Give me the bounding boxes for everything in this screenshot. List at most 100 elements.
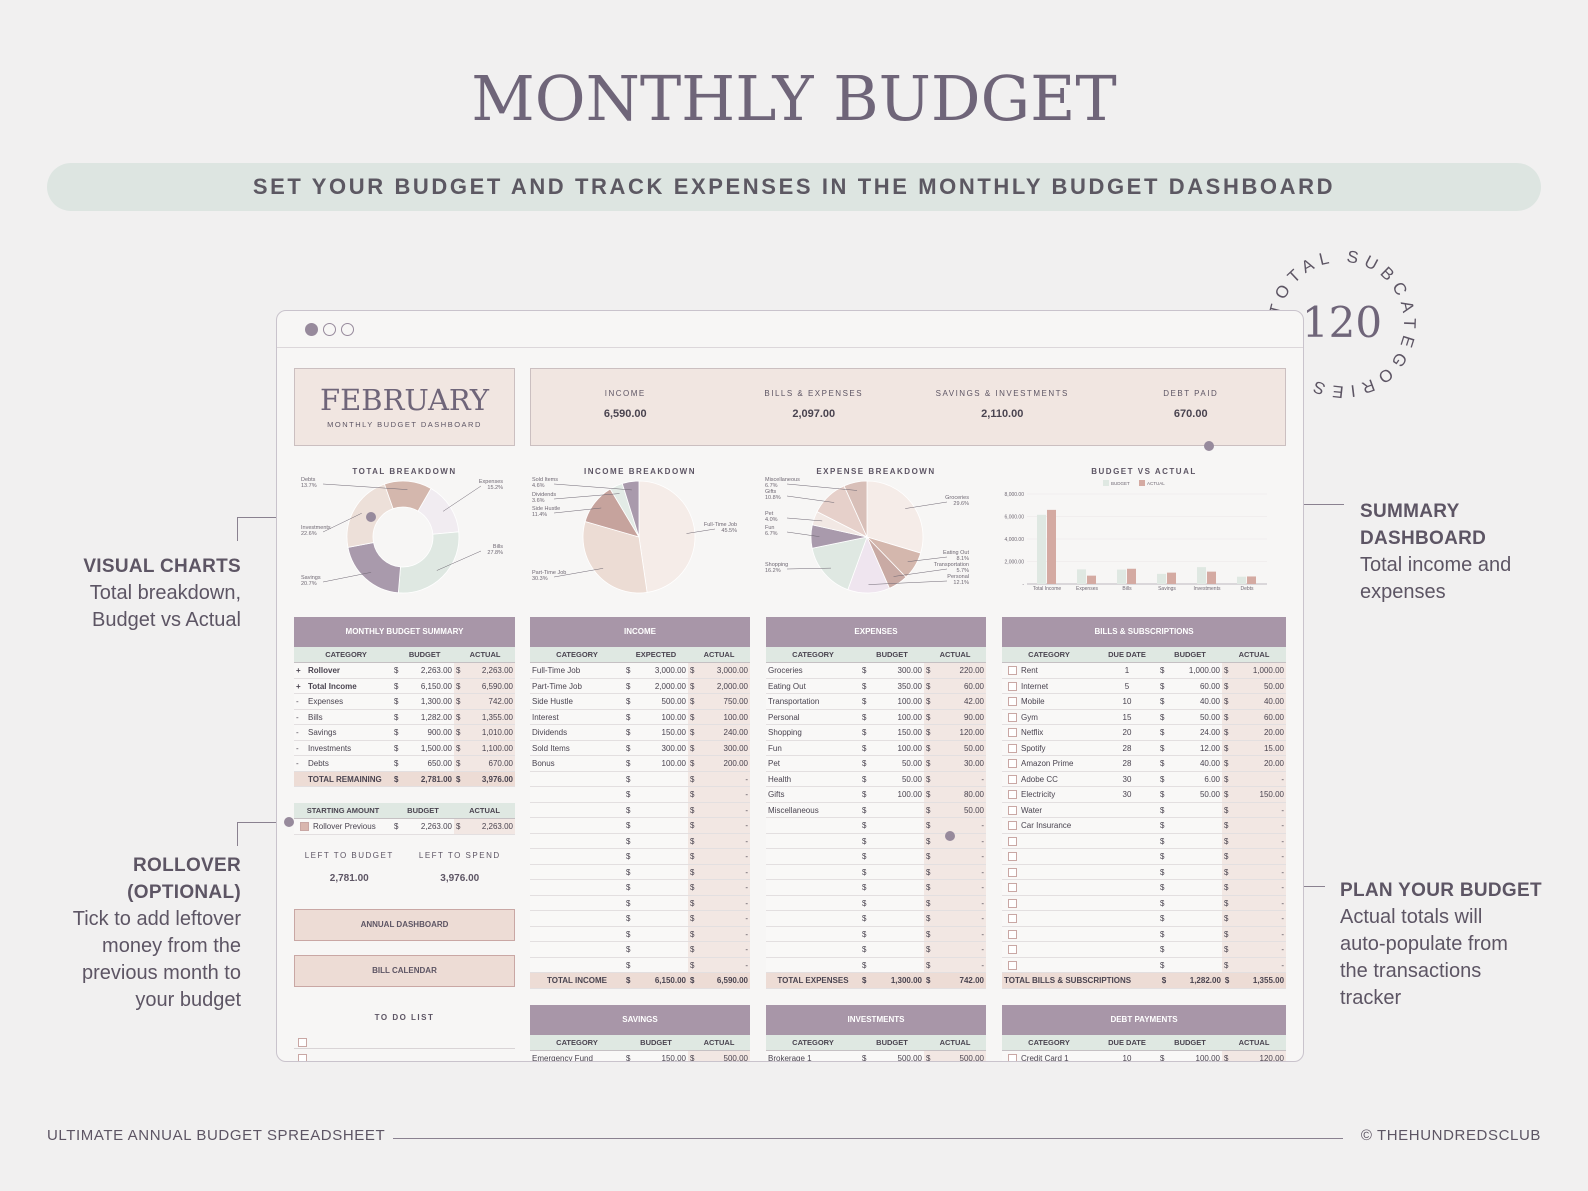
table-row[interactable]: Credit Card 1 10 $100.00 $120.00 [1002, 1051, 1286, 1061]
bill-checkbox[interactable] [1008, 805, 1017, 815]
bill-checkbox[interactable] [1008, 945, 1017, 955]
table-row[interactable]: - Expenses $1,300.00 $742.00 [294, 694, 515, 710]
table-row[interactable]: - Debts $650.00 $670.00 [294, 756, 515, 772]
table-row[interactable]: $ $ - [530, 957, 750, 973]
table-row[interactable]: $ $ - [530, 771, 750, 787]
table-row[interactable]: $ $ - [530, 818, 750, 834]
bill-checkbox[interactable] [1008, 774, 1017, 784]
table-row[interactable]: $ $ - [766, 926, 986, 942]
bill-checkbox[interactable] [1008, 929, 1017, 939]
bill-checkbox[interactable] [1008, 960, 1017, 970]
table-row[interactable]: $ $ - [766, 880, 986, 896]
table-row[interactable]: Shopping $150.00 $120.00 [766, 725, 986, 741]
table-row[interactable]: $ $ - [766, 942, 986, 958]
table-row[interactable]: Groceries $300.00 $220.00 [766, 663, 986, 679]
table-row[interactable]: Amazon Prime 28 $40.00 $20.00 [1002, 756, 1286, 772]
table-row[interactable]: + Rollover $2,263.00 $2,263.00 [294, 663, 515, 679]
table-row[interactable]: $ $ - [1002, 864, 1286, 880]
table-row[interactable]: Personal $100.00 $90.00 [766, 709, 986, 725]
table-row[interactable]: Part-Time Job $2,000.00 $2,000.00 [530, 678, 750, 694]
bill-checkbox[interactable] [1008, 898, 1017, 908]
table-row[interactable]: Health $50.00 $ - [766, 771, 986, 787]
bill-checkbox[interactable] [1008, 759, 1017, 769]
table-row[interactable]: $ $ - [1002, 957, 1286, 973]
table-row[interactable]: $ $ - [530, 864, 750, 880]
table-row[interactable]: - Investments $1,500.00 $1,100.00 [294, 740, 515, 756]
table-row[interactable]: $ $ - [766, 849, 986, 865]
table-row[interactable]: - Bills $1,282.00 $1,355.00 [294, 709, 515, 725]
todo-checkbox[interactable] [298, 1038, 307, 1048]
table-row[interactable]: Pet $50.00 $30.00 [766, 756, 986, 772]
todo-item[interactable] [294, 1049, 515, 1061]
table-row[interactable]: $ $ - [1002, 880, 1286, 896]
table-row[interactable]: $ $ - [530, 911, 750, 927]
table-row[interactable]: Rollover Previous $2,263.00 $2,263.00 [294, 819, 515, 835]
bill-checkbox[interactable] [1008, 914, 1017, 924]
rollover-checkbox[interactable] [300, 822, 309, 832]
table-row[interactable]: $ $ - [1002, 849, 1286, 865]
bill-checkbox[interactable] [1008, 852, 1017, 862]
table-row[interactable]: $ $ - [766, 911, 986, 927]
bill-checkbox[interactable] [1008, 883, 1017, 893]
todo-checkbox[interactable] [298, 1054, 307, 1061]
table-row[interactable]: $ $ - [530, 802, 750, 818]
table-row[interactable]: + Total Income $6,150.00 $6,590.00 [294, 678, 515, 694]
table-row[interactable]: Internet 5 $60.00 $50.00 [1002, 678, 1286, 694]
table-row[interactable]: Car Insurance $ $ - [1002, 818, 1286, 834]
table-row[interactable]: Brokerage 1 $500.00 $500.00 [766, 1051, 986, 1061]
table-row[interactable]: $ $ - [1002, 911, 1286, 927]
table-row[interactable]: $ $ - [766, 833, 986, 849]
table-row[interactable]: $ $ - [766, 895, 986, 911]
table-row[interactable]: Full-Time Job $3,000.00 $3,000.00 [530, 663, 750, 679]
table-row[interactable]: $ $ - [1002, 926, 1286, 942]
bill-checkbox[interactable] [1008, 867, 1017, 877]
bill-checkbox[interactable] [1008, 836, 1017, 846]
table-row[interactable]: $ $ - [530, 833, 750, 849]
table-row[interactable]: Adobe CC 30 $6.00 $ - [1002, 771, 1286, 787]
table-row[interactable]: $ $ - [530, 926, 750, 942]
window-dot-icon[interactable] [341, 323, 354, 336]
bill-checkbox[interactable] [1008, 790, 1017, 800]
bill-checkbox[interactable] [1008, 728, 1017, 738]
table-row[interactable]: $ $ - [766, 818, 986, 834]
table-row[interactable]: Gym 15 $50.00 $60.00 [1002, 709, 1286, 725]
table-row[interactable]: $ $ - [530, 942, 750, 958]
window-dot-icon[interactable] [323, 323, 336, 336]
todo-item[interactable] [294, 1033, 515, 1049]
table-row[interactable]: Gifts $100.00 $80.00 [766, 787, 986, 803]
table-row[interactable]: Rent 1 $1,000.00 $1,000.00 [1002, 663, 1286, 679]
table-row[interactable]: - Savings $900.00 $1,010.00 [294, 725, 515, 741]
table-row[interactable]: $ $ - [530, 849, 750, 865]
table-row[interactable]: Eating Out $350.00 $60.00 [766, 678, 986, 694]
bill-checkbox[interactable] [1008, 712, 1017, 722]
bill-checkbox[interactable] [1008, 743, 1017, 753]
table-row[interactable]: $ $ - [530, 880, 750, 896]
table-row[interactable]: Netflix 20 $24.00 $20.00 [1002, 725, 1286, 741]
table-row[interactable]: Emergency Fund $150.00 $500.00 [530, 1051, 750, 1061]
table-row[interactable]: $ $ - [530, 787, 750, 803]
table-row[interactable]: $ $ - [1002, 833, 1286, 849]
table-row[interactable]: $ $ - [766, 957, 986, 973]
table-row[interactable]: Transportation $100.00 $42.00 [766, 694, 986, 710]
window-dot-icon[interactable] [305, 323, 318, 336]
table-row[interactable]: Sold Items $300.00 $300.00 [530, 740, 750, 756]
table-row[interactable]: $ $ - [766, 864, 986, 880]
table-row[interactable]: $ $ - [1002, 895, 1286, 911]
table-row[interactable]: $ $ - [1002, 942, 1286, 958]
bill-checkbox[interactable] [1008, 697, 1017, 707]
annual-dashboard-button[interactable]: ANNUAL DASHBOARD [294, 909, 515, 941]
table-row[interactable]: Mobile 10 $40.00 $40.00 [1002, 694, 1286, 710]
table-row[interactable]: Bonus $100.00 $200.00 [530, 756, 750, 772]
table-row[interactable]: Miscellaneous $ $50.00 [766, 802, 986, 818]
table-row[interactable]: Side Hustle $500.00 $750.00 [530, 694, 750, 710]
debt-checkbox[interactable] [1008, 1054, 1017, 1061]
bill-checkbox[interactable] [1008, 681, 1017, 691]
table-row[interactable]: Fun $100.00 $50.00 [766, 740, 986, 756]
bill-checkbox[interactable] [1008, 821, 1017, 831]
table-row[interactable]: Spotify 28 $12.00 $15.00 [1002, 740, 1286, 756]
bill-calendar-button[interactable]: BILL CALENDAR [294, 955, 515, 987]
table-row[interactable]: Dividends $150.00 $240.00 [530, 725, 750, 741]
table-row[interactable]: Interest $100.00 $100.00 [530, 709, 750, 725]
bill-checkbox[interactable] [1008, 666, 1017, 676]
table-row[interactable]: Electricity 30 $50.00 $150.00 [1002, 787, 1286, 803]
